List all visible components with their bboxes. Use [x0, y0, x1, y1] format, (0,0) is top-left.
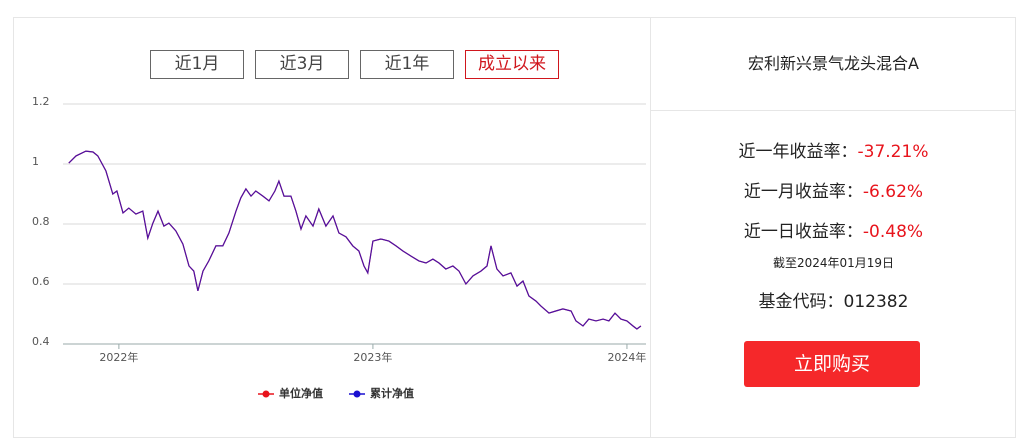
fund-code: 基金代码：012382 [758, 292, 909, 312]
y-tick-label: 0.4 [32, 335, 50, 348]
stat-value: -6.62% [862, 182, 924, 202]
x-tick-label: 2023年 [353, 350, 392, 364]
stat-value: -0.48% [862, 222, 924, 242]
buy-button[interactable]: 立即购买 [744, 341, 920, 387]
legend-marker [262, 390, 270, 398]
stat-row: 近一年收益率：-37.21% [651, 132, 1016, 172]
y-tick-label: 1.2 [32, 95, 50, 108]
fund-widget: 近1月 近3月 近1年 成立以来 0.4 0.6 0.8 1 1.2 2022年 2023年 202… [13, 17, 1016, 438]
stat-label: 近一月收益率： [743, 182, 863, 202]
stat-row: 近一月收益率：-6.62% [651, 172, 1016, 212]
legend-marker [353, 390, 361, 398]
y-tick-label: 0.6 [32, 275, 50, 288]
x-tick-label: 2022年 [99, 350, 138, 364]
legend-label: 单位净值 [279, 386, 323, 400]
fund-name: 宏利新兴景气龙头混合A [651, 18, 1016, 111]
chart-panel: 近1月 近3月 近1年 成立以来 0.4 0.6 0.8 1 1.2 2022年 2023年 202… [14, 18, 650, 437]
x-tick-label: 2024年 [607, 350, 646, 364]
as-of-date: 截至2024年01月19日 [772, 256, 895, 270]
tab[interactable]: 成立以来 [465, 50, 559, 79]
stats: 近一年收益率：-37.21% 近一月收益率：-6.62% 近一日收益率：-0.48% [651, 132, 1016, 252]
legend-label: 累计净值 [370, 386, 414, 400]
tab-bar: 近1月 近3月 近1年 成立以来 [150, 50, 559, 79]
tab[interactable]: 近1年 [360, 50, 454, 79]
info-panel: 宏利新兴景气龙头混合A 近一年收益率：-37.21% 近一月收益率：-6.62% 近… [650, 18, 1016, 437]
y-tick-label: 1 [32, 155, 39, 168]
y-tick-label: 0.8 [32, 215, 50, 228]
stat-label: 近一日收益率： [743, 222, 863, 242]
series-line [68, 150, 642, 330]
tab[interactable]: 近1月 [150, 50, 244, 79]
series-line [68, 150, 642, 330]
stat-value: -37.21% [857, 142, 929, 162]
stat-row: 近一日收益率：-0.48% [651, 212, 1016, 252]
stat-label: 近一年收益率： [738, 142, 858, 162]
tab[interactable]: 近3月 [255, 50, 349, 79]
